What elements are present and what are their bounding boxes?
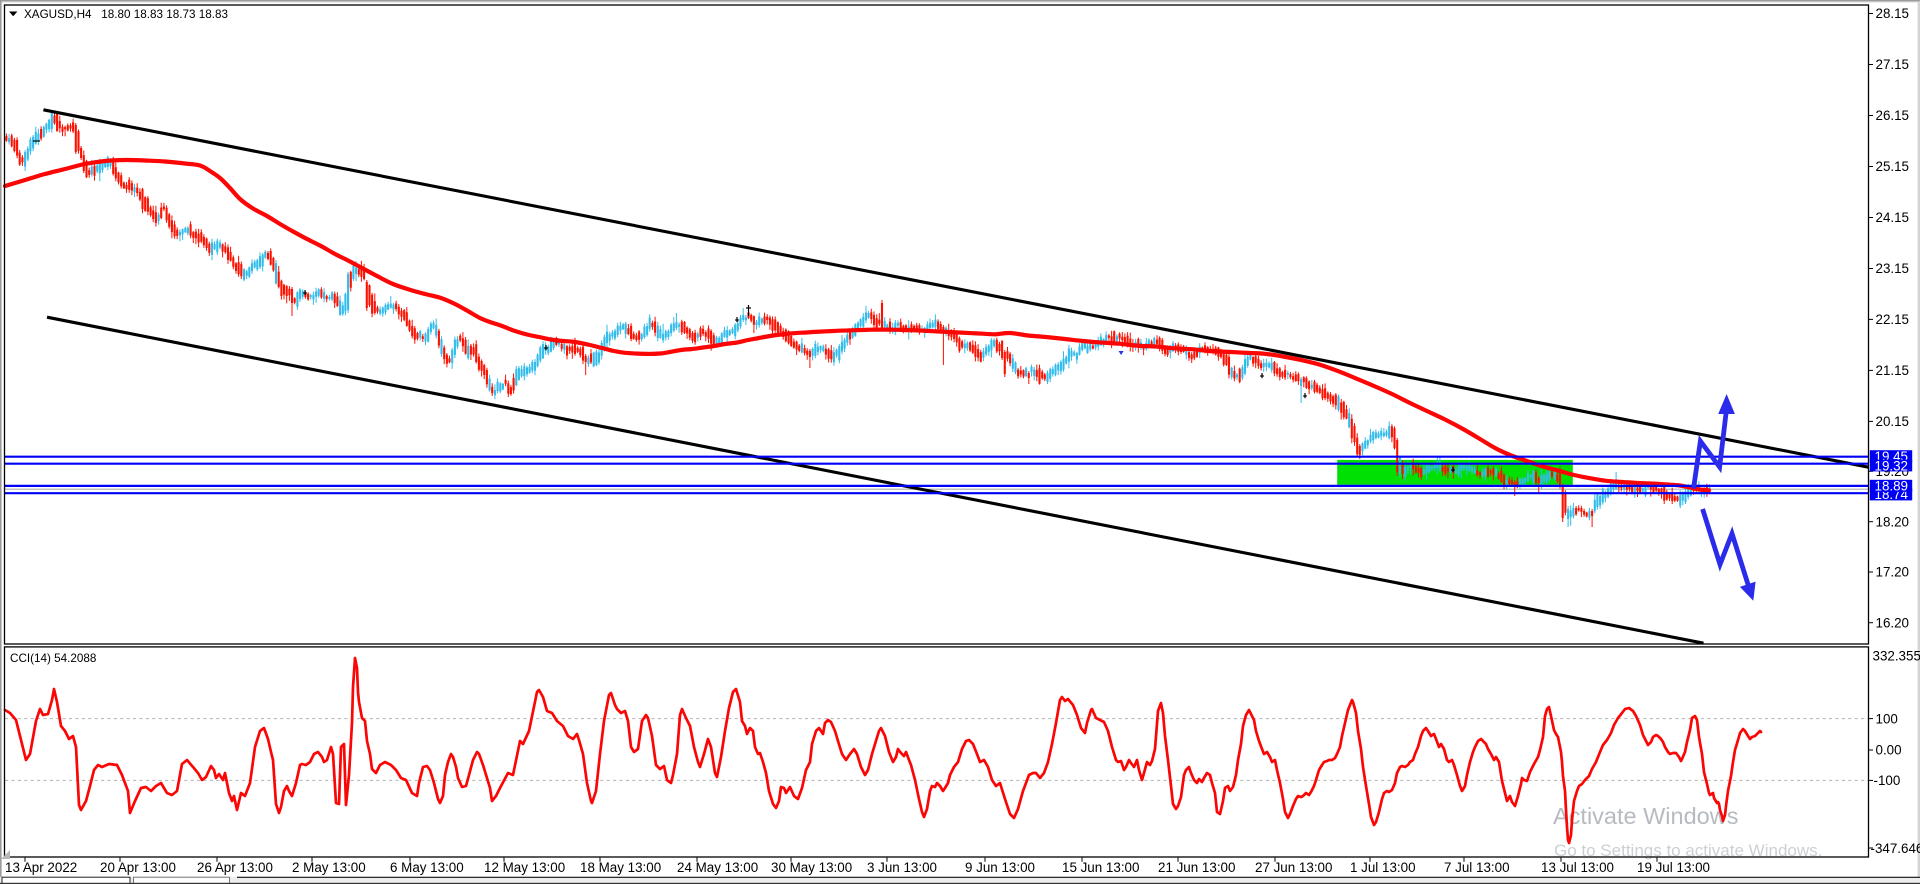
svg-text:21.15: 21.15 bbox=[1876, 363, 1910, 378]
svg-text:-347.646: -347.646 bbox=[1871, 841, 1920, 856]
svg-text:15 Jun 13:00: 15 Jun 13:00 bbox=[1062, 860, 1139, 875]
svg-text:100: 100 bbox=[1876, 711, 1898, 726]
svg-text:22.15: 22.15 bbox=[1876, 312, 1910, 327]
svg-text:17.20: 17.20 bbox=[1876, 565, 1910, 580]
svg-text:9 Jun 13:00: 9 Jun 13:00 bbox=[965, 860, 1035, 875]
svg-text:27 Jun 13:00: 27 Jun 13:00 bbox=[1255, 860, 1332, 875]
svg-text:19 Jul 13:00: 19 Jul 13:00 bbox=[1637, 860, 1710, 875]
svg-text:Go to Settings to activate Win: Go to Settings to activate Windows. bbox=[1554, 841, 1822, 860]
svg-text:27.15: 27.15 bbox=[1876, 57, 1910, 72]
svg-text:3 Jun 13:00: 3 Jun 13:00 bbox=[867, 860, 937, 875]
svg-text:6 May 13:00: 6 May 13:00 bbox=[390, 860, 464, 875]
svg-text:13 Apr 2022: 13 Apr 2022 bbox=[5, 860, 77, 875]
svg-text:CCI(14) 54.2088: CCI(14) 54.2088 bbox=[10, 652, 96, 665]
svg-text:23.15: 23.15 bbox=[1876, 261, 1910, 276]
svg-text:20.15: 20.15 bbox=[1876, 414, 1910, 429]
svg-text:XAGUSD,H4 18.80 18.83 18.73: XAGUSD,H4 18.80 18.83 18.73 18.83 bbox=[24, 8, 228, 21]
svg-text:26.15: 26.15 bbox=[1876, 108, 1910, 123]
svg-text:1 Jul 13:00: 1 Jul 13:00 bbox=[1350, 860, 1416, 875]
svg-text:-100: -100 bbox=[1874, 773, 1901, 788]
svg-text:12 May 13:00: 12 May 13:00 bbox=[484, 860, 565, 875]
svg-text:0.00: 0.00 bbox=[1876, 743, 1902, 758]
svg-text:Activate Windows: Activate Windows bbox=[1553, 803, 1738, 829]
svg-text:24.15: 24.15 bbox=[1876, 210, 1910, 225]
svg-text:18.89: 18.89 bbox=[1875, 479, 1909, 494]
svg-text:19.32: 19.32 bbox=[1875, 458, 1909, 473]
svg-text:30 May 13:00: 30 May 13:00 bbox=[771, 860, 852, 875]
svg-text:18.20: 18.20 bbox=[1876, 514, 1910, 529]
svg-text:16.20: 16.20 bbox=[1876, 615, 1910, 630]
svg-text:2 May 13:00: 2 May 13:00 bbox=[292, 860, 366, 875]
svg-text:18 May 13:00: 18 May 13:00 bbox=[580, 860, 661, 875]
svg-text:24 May 13:00: 24 May 13:00 bbox=[677, 860, 758, 875]
svg-text:25.15: 25.15 bbox=[1876, 159, 1910, 174]
svg-text:332.355: 332.355 bbox=[1873, 649, 1920, 664]
svg-text:21 Jun 13:00: 21 Jun 13:00 bbox=[1158, 860, 1235, 875]
svg-text:20 Apr 13:00: 20 Apr 13:00 bbox=[100, 860, 176, 875]
svg-text:7 Jul 13:00: 7 Jul 13:00 bbox=[1444, 860, 1510, 875]
svg-text:28.15: 28.15 bbox=[1876, 6, 1910, 21]
svg-text:26 Apr 13:00: 26 Apr 13:00 bbox=[197, 860, 273, 875]
svg-text:13 Jul 13:00: 13 Jul 13:00 bbox=[1541, 860, 1614, 875]
